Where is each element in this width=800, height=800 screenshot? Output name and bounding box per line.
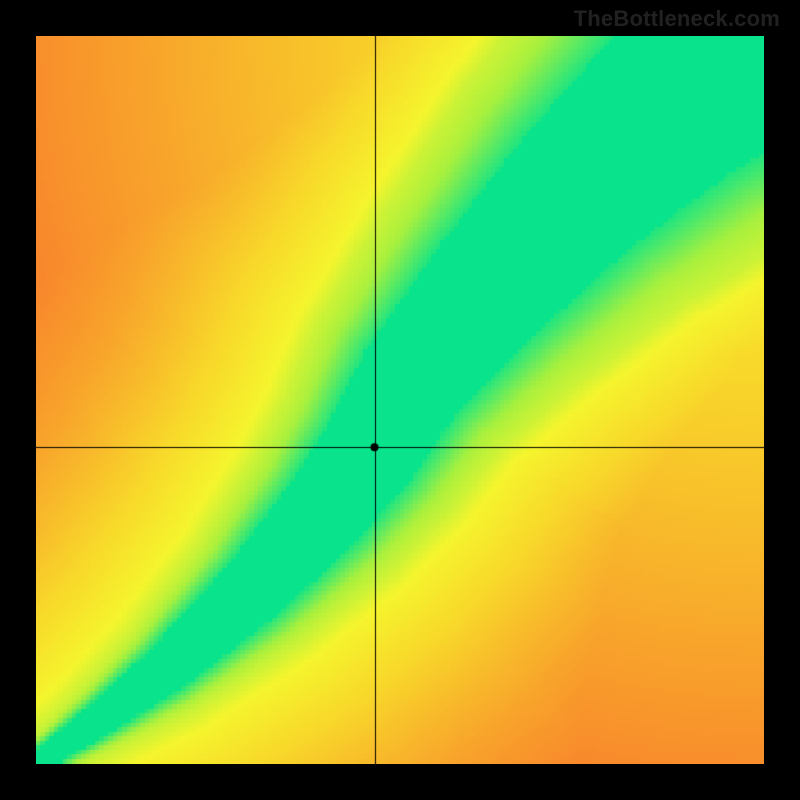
heatmap-chart xyxy=(36,36,764,764)
heatmap-canvas xyxy=(36,36,764,764)
watermark-text: TheBottleneck.com xyxy=(574,6,780,32)
image-root: TheBottleneck.com xyxy=(0,0,800,800)
